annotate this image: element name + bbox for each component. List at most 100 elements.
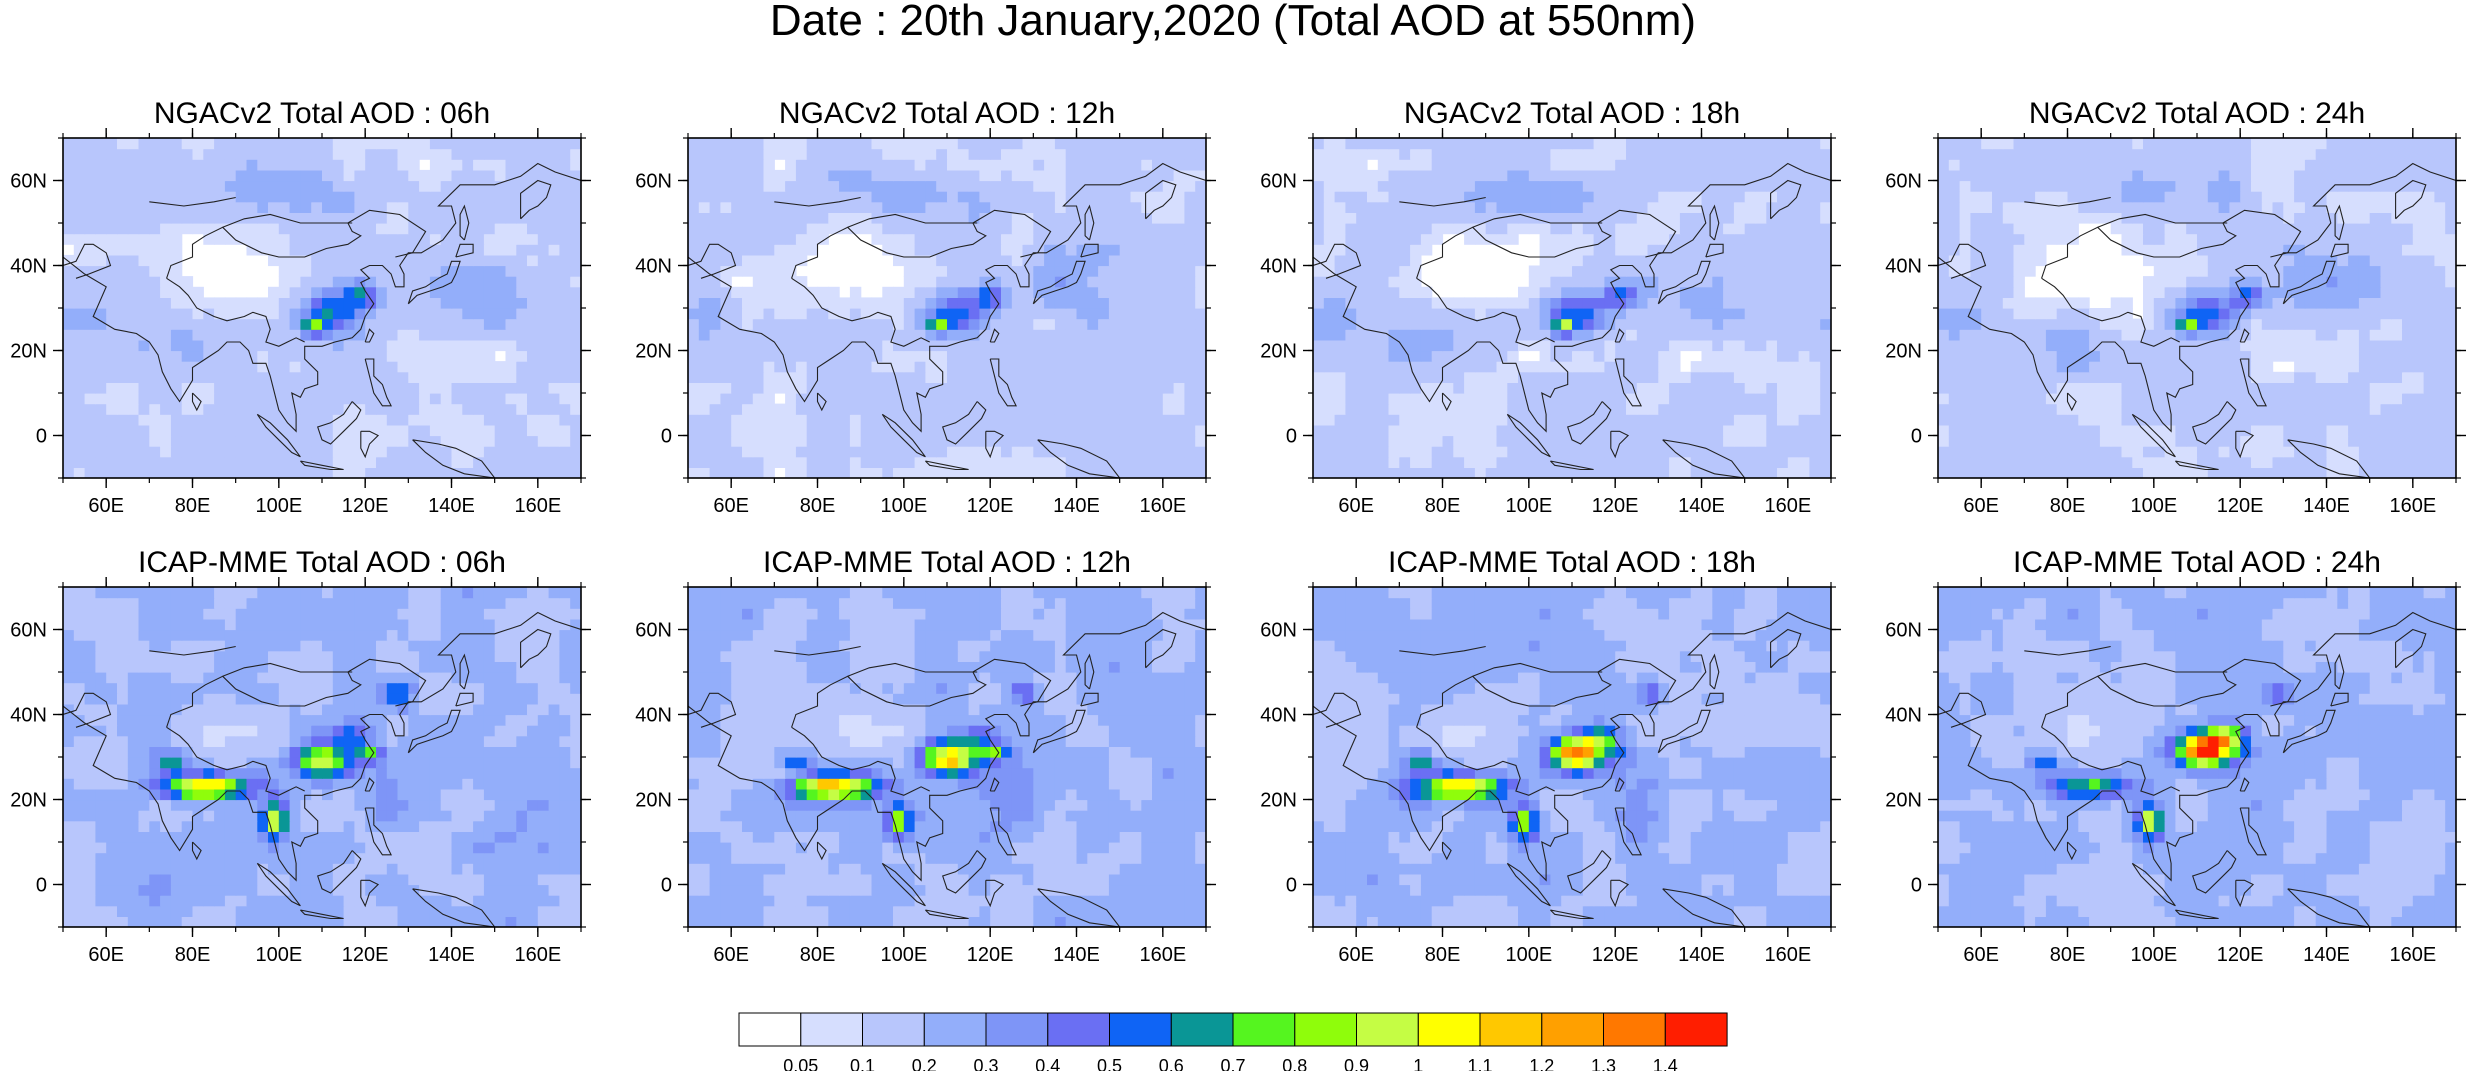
- coastline: [1662, 439, 1746, 478]
- lon-tick-label: 80E: [1425, 944, 1461, 966]
- lat-tick-label: 40N: [635, 705, 672, 727]
- coastline: [191, 841, 202, 861]
- lon-tick-label: 100E: [1505, 495, 1552, 517]
- lon-tick-label: 120E: [1592, 944, 1639, 966]
- coastline: [1938, 692, 1987, 728]
- map-panel: ICAP-MME Total AOD : 18h 60E 80E 100E 120E 14…: [1260, 546, 1841, 966]
- coastline: [1567, 850, 1612, 894]
- coastline: [63, 692, 112, 728]
- coastline: [688, 611, 1206, 882]
- lon-tick-label: 140E: [1678, 944, 1725, 966]
- coastline: [2175, 460, 2219, 471]
- coastline: [364, 777, 375, 792]
- lon-tick-label: 60E: [88, 495, 124, 517]
- coastline: [1614, 807, 1642, 856]
- coastline: [2239, 358, 2267, 407]
- coastline: [317, 401, 362, 445]
- coastline: [2282, 260, 2336, 305]
- coastline: [791, 658, 1052, 728]
- panel-title: NGACv2 Total AOD : 12h: [779, 97, 1115, 130]
- lon-tick-label: 100E: [880, 944, 927, 966]
- panel-title: ICAP-MME Total AOD : 24h: [2013, 546, 2381, 579]
- colorbar-label: 0.7: [1220, 1056, 1245, 1071]
- coastline: [2287, 439, 2371, 478]
- coastline: [1416, 658, 1677, 728]
- coastline: [1657, 260, 1711, 305]
- coastline: [1506, 413, 1551, 458]
- map-panel: ICAP-MME Total AOD : 12h 60E 80E 100E 120E 14…: [635, 546, 1216, 966]
- lat-tick-label: 40N: [1885, 705, 1922, 727]
- colorbar-box: [1170, 1012, 1234, 1047]
- coastline: [1709, 653, 1720, 690]
- lon-tick-label: 140E: [1053, 944, 1100, 966]
- lon-tick-label: 80E: [2050, 495, 2086, 517]
- lat-tick-label: 60N: [635, 171, 672, 193]
- lat-tick-label: 20N: [1885, 790, 1922, 812]
- coastline: [166, 658, 427, 728]
- coastline: [364, 807, 392, 856]
- coastline: [256, 862, 301, 907]
- coastline: [1614, 358, 1642, 407]
- colorbar-label: 1.1: [1467, 1056, 1492, 1071]
- coastline: [1080, 692, 1099, 707]
- lat-tick-label: 0: [1286, 426, 1297, 448]
- colorbar: 0.05 0.1 0.2 0.3 0.4 0.5 0.6 0.7 0.8 0.9 1 1.1 1.2 1.…: [738, 1012, 1728, 1071]
- lat-tick-label: 40N: [10, 256, 47, 278]
- coastline: [2192, 401, 2237, 445]
- map-panel: NGACv2 Total AOD : 18h 60E 80E 100E 120E 140E…: [1260, 97, 1841, 517]
- lat-tick-label: 40N: [1260, 256, 1297, 278]
- coastline: [2097, 213, 2228, 228]
- coastline: [1145, 628, 1177, 669]
- coastline: [520, 179, 552, 220]
- lat-tick-label: 60N: [10, 620, 47, 642]
- coastline: [2330, 243, 2349, 258]
- aod-field: [1313, 138, 1831, 478]
- coastline: [925, 460, 969, 471]
- lon-tick-label: 160E: [2389, 495, 2436, 517]
- colorbar-box: [923, 1012, 987, 1047]
- lon-tick-label: 160E: [514, 495, 561, 517]
- colorbar-label: 0.5: [1097, 1056, 1122, 1071]
- coastline: [1550, 460, 1594, 471]
- figure-title: Date : 20th January,2020 (Total AOD at 5…: [769, 0, 1697, 45]
- coastline: [1506, 862, 1551, 907]
- coastline: [1441, 841, 1452, 861]
- coastline: [412, 888, 496, 927]
- lat-tick-label: 20N: [1260, 790, 1297, 812]
- lat-tick-label: 0: [36, 875, 47, 897]
- lon-tick-label: 120E: [2217, 495, 2264, 517]
- coastline: [989, 328, 1000, 343]
- coastline: [847, 662, 978, 677]
- lon-tick-label: 100E: [880, 495, 927, 517]
- colorbar-box: [1109, 1012, 1172, 1047]
- lon-tick-label: 60E: [1963, 495, 1999, 517]
- lat-tick-label: 20N: [1885, 341, 1922, 363]
- coastline: [2131, 862, 2176, 907]
- lon-tick-label: 140E: [2303, 944, 2350, 966]
- panel-title: ICAP-MME Total AOD : 06h: [138, 546, 506, 579]
- coastline: [688, 243, 737, 279]
- lon-tick-label: 160E: [1764, 944, 1811, 966]
- lon-tick-label: 120E: [967, 944, 1014, 966]
- colorbar-label: 0.05: [783, 1056, 818, 1071]
- coastline: [1938, 162, 2456, 433]
- coastline: [1705, 243, 1724, 258]
- coastline: [407, 709, 461, 754]
- coastline: [191, 392, 202, 412]
- lon-tick-label: 80E: [1425, 495, 1461, 517]
- coastline: [166, 726, 305, 796]
- lon-tick-label: 120E: [342, 944, 389, 966]
- lat-tick-label: 0: [1911, 875, 1922, 897]
- coastline: [942, 850, 987, 894]
- coastline: [317, 850, 362, 894]
- lon-tick-label: 80E: [175, 495, 211, 517]
- coastline: [455, 243, 474, 258]
- coastline: [2024, 645, 2111, 656]
- aod-field: [688, 587, 1206, 927]
- coastline: [1614, 328, 1625, 343]
- lon-tick-label: 140E: [2303, 495, 2350, 517]
- coastline: [1313, 243, 1362, 279]
- lon-tick-label: 80E: [800, 944, 836, 966]
- colorbar-box: [1047, 1012, 1111, 1047]
- coastline: [1441, 392, 1452, 412]
